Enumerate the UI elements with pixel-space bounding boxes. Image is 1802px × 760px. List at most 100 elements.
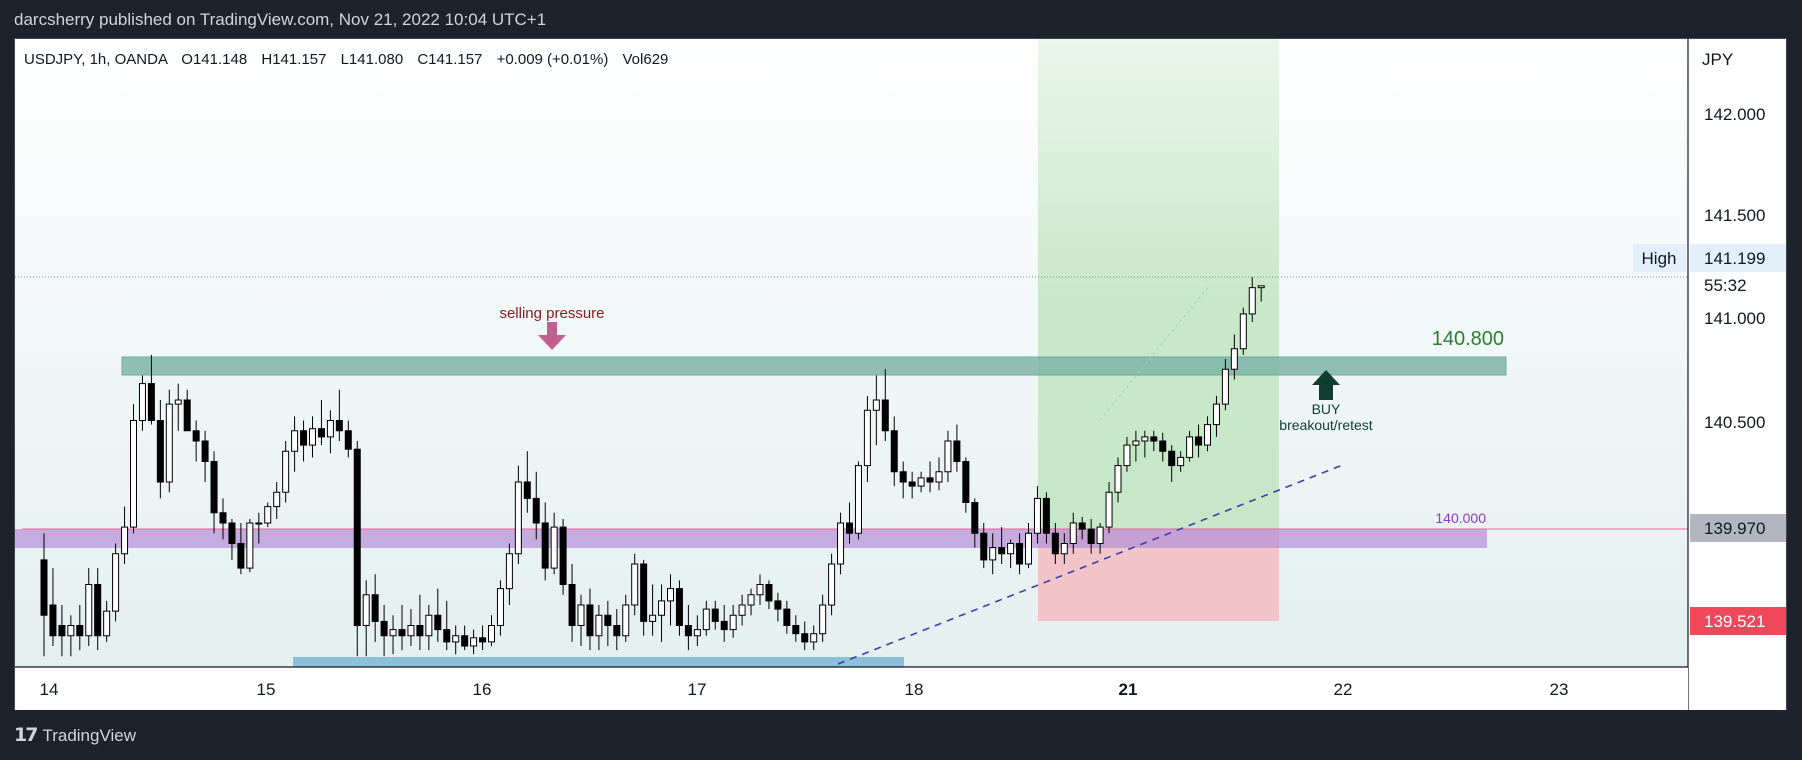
candle-down <box>335 420 343 432</box>
candle-up <box>550 526 558 569</box>
candle-down <box>532 497 540 524</box>
candle-up <box>264 506 272 524</box>
brand-name: TradingView <box>42 726 137 745</box>
candle-down <box>783 608 791 626</box>
candle-down <box>1016 543 1024 565</box>
candle-down <box>40 559 48 616</box>
candle-up <box>67 625 75 637</box>
candle-up <box>819 604 827 635</box>
candle-up <box>165 403 173 483</box>
profit-zone <box>1038 285 1279 531</box>
candle-up <box>729 614 737 631</box>
candle-down <box>443 629 451 643</box>
candle-up <box>1096 526 1104 544</box>
candle-up <box>1230 348 1238 370</box>
candle-down <box>765 584 773 602</box>
time-tick-label: 15 <box>257 680 276 699</box>
legend-open: O141.148 <box>181 51 247 68</box>
support-zone <box>15 529 1487 548</box>
publisher-text: darcsherry published on TradingView.com,… <box>14 10 547 29</box>
price-tick: 141.000 <box>1704 309 1765 328</box>
price-marker-gray <box>1690 514 1786 542</box>
time-tick-label: 16 <box>473 680 492 699</box>
support-level-label: 140.000 <box>1435 510 1486 526</box>
candle-up <box>1069 522 1077 544</box>
candle-down <box>801 633 809 643</box>
candle-up <box>112 553 120 612</box>
selling-pressure-label: selling pressure <box>499 305 604 322</box>
time-tick-label: 18 <box>905 680 924 699</box>
candle-up <box>1132 440 1140 446</box>
price-axis[interactable] <box>1688 39 1786 710</box>
candle-down <box>371 594 379 622</box>
target-zone-upper <box>1038 39 1279 285</box>
candle-down <box>210 461 218 514</box>
candle-down <box>300 430 308 446</box>
candle-up <box>1204 424 1211 446</box>
candle-up <box>138 383 146 422</box>
candle-up <box>1123 444 1131 467</box>
currency-label: JPY <box>1702 50 1733 69</box>
candle-up <box>1033 497 1041 534</box>
candle-down <box>899 471 907 483</box>
candle-up <box>85 584 93 637</box>
time-tick-label: 17 <box>688 680 707 699</box>
publisher-header: darcsherry published on TradingView.com,… <box>0 0 1802 38</box>
legend-low: L141.080 <box>341 51 404 68</box>
candle-down <box>58 625 66 637</box>
candle-up <box>389 629 397 637</box>
candle-up <box>1257 285 1265 289</box>
candle-down <box>559 526 567 585</box>
candle-up <box>1177 456 1185 467</box>
price-tick: 140.500 <box>1704 413 1765 432</box>
candle-down <box>434 614 442 631</box>
price-marker-red-label: 139.521 <box>1704 612 1765 631</box>
candle-down <box>49 604 57 637</box>
candle-down <box>1051 532 1059 555</box>
candle-up <box>810 633 818 643</box>
candles <box>40 277 1265 657</box>
candle-up <box>649 614 657 622</box>
price-tick: 142.000 <box>1704 105 1765 124</box>
tradingview-logo[interactable]: 𝟭𝟳 TradingView <box>14 716 136 756</box>
legend-close: C141.157 <box>417 51 482 68</box>
candle-up <box>1105 491 1113 528</box>
candle-down <box>1042 497 1050 534</box>
candle-down <box>1159 440 1167 452</box>
resistance-zone <box>121 356 1507 376</box>
candle-up <box>693 629 701 637</box>
candle-down <box>774 600 782 610</box>
candle-up <box>1025 532 1032 565</box>
countdown-timer: 55:32 <box>1704 276 1747 295</box>
candle-up <box>595 614 603 637</box>
chart-canvas[interactable]: selling pressure 140.800 140.000 BUY bre… <box>0 0 1802 716</box>
candle-up <box>756 584 764 596</box>
candle-down <box>94 584 102 637</box>
candle-up <box>935 471 943 483</box>
time-ticks: 14 15 16 17 18 21 22 23 <box>40 680 1569 699</box>
time-axis[interactable] <box>15 667 1688 710</box>
candle-down <box>675 588 683 626</box>
legend-volume: Vol629 <box>623 51 669 68</box>
candle-up <box>1141 436 1149 442</box>
candle-up <box>863 409 871 467</box>
candle-down <box>971 502 979 534</box>
candle-down <box>568 584 576 626</box>
candle-up <box>496 588 504 626</box>
candle-up <box>1114 465 1122 493</box>
candle-down <box>1168 450 1176 467</box>
legend-change: +0.009 (+0.01%) <box>497 51 609 68</box>
candle-down <box>980 532 988 561</box>
candle-down <box>380 620 388 637</box>
candle-up <box>326 420 334 438</box>
projection-line <box>1099 284 1211 421</box>
candle-down <box>523 481 531 499</box>
candle-up <box>452 635 460 643</box>
candle-down <box>237 543 245 569</box>
candle-down <box>640 563 648 622</box>
down-arrow-icon <box>538 322 566 350</box>
candle-down <box>846 522 853 534</box>
price-marker-gray-label: 139.970 <box>1704 519 1765 538</box>
buy-label: BUY <box>1312 401 1341 417</box>
candle-up <box>121 526 129 555</box>
